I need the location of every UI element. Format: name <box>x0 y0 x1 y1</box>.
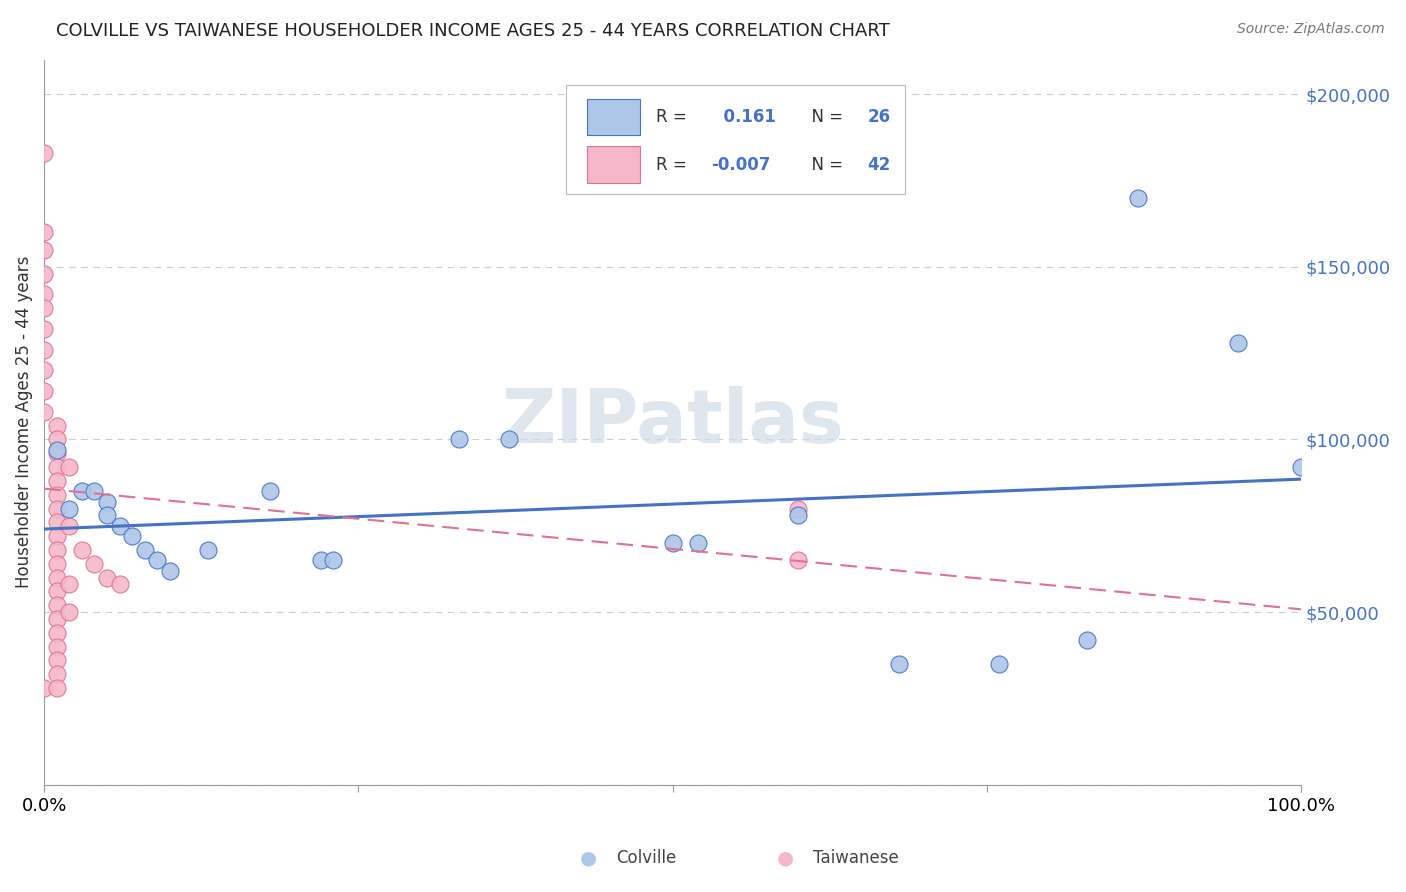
Text: R =: R = <box>657 108 692 126</box>
Point <box>309 553 332 567</box>
Point <box>45 681 67 695</box>
Text: ●: ● <box>776 848 793 868</box>
FancyBboxPatch shape <box>565 85 905 194</box>
Point <box>108 577 131 591</box>
Point <box>447 433 470 447</box>
FancyBboxPatch shape <box>588 146 640 183</box>
Point <box>45 625 67 640</box>
Point <box>787 508 810 523</box>
Point <box>83 557 105 571</box>
Text: ZIPatlas: ZIPatlas <box>502 385 844 458</box>
Point <box>108 518 131 533</box>
Text: 42: 42 <box>868 156 890 174</box>
Text: COLVILLE VS TAIWANESE HOUSEHOLDER INCOME AGES 25 - 44 YEARS CORRELATION CHART: COLVILLE VS TAIWANESE HOUSEHOLDER INCOME… <box>56 22 890 40</box>
Point <box>32 301 55 316</box>
Point <box>146 553 169 567</box>
Text: ●: ● <box>579 848 596 868</box>
Point <box>32 322 55 336</box>
Point <box>45 598 67 612</box>
Point <box>887 657 910 671</box>
Point <box>45 584 67 599</box>
Point <box>32 681 55 695</box>
Point <box>58 577 80 591</box>
Point <box>96 508 118 523</box>
Point <box>58 605 80 619</box>
Point <box>45 418 67 433</box>
Point <box>45 474 67 488</box>
Point <box>498 433 520 447</box>
Point <box>32 267 55 281</box>
Y-axis label: Householder Income Ages 25 - 44 years: Householder Income Ages 25 - 44 years <box>15 256 32 589</box>
Point <box>45 516 67 530</box>
Point <box>70 484 93 499</box>
Point <box>32 225 55 239</box>
Point <box>32 145 55 160</box>
Point <box>197 543 219 558</box>
Point <box>1076 632 1098 647</box>
Point <box>96 494 118 508</box>
Point <box>1126 191 1149 205</box>
Point <box>159 564 181 578</box>
Text: 0.161: 0.161 <box>711 108 775 126</box>
Point <box>686 536 709 550</box>
Point <box>45 433 67 447</box>
Text: 26: 26 <box>868 108 890 126</box>
Point <box>45 446 67 460</box>
Text: R =: R = <box>657 156 692 174</box>
Point <box>32 405 55 419</box>
Text: Source: ZipAtlas.com: Source: ZipAtlas.com <box>1237 22 1385 37</box>
Point <box>45 529 67 543</box>
Text: N =: N = <box>801 156 848 174</box>
Point <box>259 484 281 499</box>
Point <box>83 484 105 499</box>
Point <box>58 501 80 516</box>
Point <box>787 501 810 516</box>
Text: Taiwanese: Taiwanese <box>813 849 898 867</box>
Point <box>32 363 55 377</box>
Point <box>322 553 344 567</box>
Point <box>45 612 67 626</box>
Point <box>58 518 80 533</box>
Point <box>32 384 55 398</box>
Point <box>32 287 55 301</box>
Point <box>1227 335 1250 350</box>
Text: -0.007: -0.007 <box>711 156 770 174</box>
FancyBboxPatch shape <box>588 99 640 136</box>
Point <box>45 488 67 502</box>
Point <box>45 653 67 667</box>
Point <box>32 343 55 357</box>
Point <box>45 442 67 457</box>
Point <box>121 529 143 543</box>
Point <box>58 460 80 475</box>
Point <box>70 543 93 558</box>
Point <box>32 243 55 257</box>
Point <box>134 543 156 558</box>
Text: Colville: Colville <box>616 849 676 867</box>
Point <box>45 557 67 571</box>
Point <box>45 667 67 681</box>
Text: N =: N = <box>801 108 848 126</box>
Point <box>45 640 67 654</box>
Point <box>96 570 118 584</box>
Point <box>45 501 67 516</box>
Point <box>1289 460 1312 475</box>
Point <box>661 536 683 550</box>
Point <box>787 553 810 567</box>
Point <box>988 657 1011 671</box>
Point <box>45 460 67 475</box>
Point <box>45 570 67 584</box>
Point <box>45 543 67 558</box>
